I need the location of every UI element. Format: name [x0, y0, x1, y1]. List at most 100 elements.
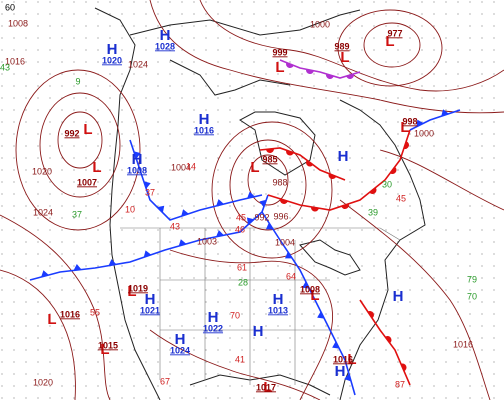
low-pressure: 1017	[256, 382, 276, 392]
station-dewpoint: 9	[75, 76, 80, 86]
isobar-label: 1000	[310, 19, 330, 29]
labels: 60H1028H1020H1016H1008H1021H1013H1022H10…	[0, 2, 477, 396]
front-symbol	[143, 250, 152, 258]
station-temperature: 45	[396, 193, 406, 203]
station-temperature: 41	[235, 354, 245, 364]
isobar-label: 996	[273, 211, 288, 221]
low-letter: L	[385, 33, 394, 50]
front-symbol	[341, 203, 349, 210]
front-symbol	[266, 148, 274, 153]
low-letter: L	[275, 59, 284, 76]
high-pressure: 1024	[170, 345, 190, 355]
front-symbol	[216, 230, 224, 237]
low-pressure: 999	[272, 47, 287, 57]
front-symbol	[41, 270, 49, 278]
front-symbol	[157, 205, 165, 213]
front-symbol	[178, 239, 187, 247]
low-letter: L	[83, 121, 92, 138]
corner-label: 60	[5, 2, 15, 12]
front-symbol	[181, 209, 189, 217]
station-temperature: 46	[235, 224, 245, 234]
isobar-label: 988	[272, 177, 287, 187]
cold-front	[29, 194, 269, 281]
front-symbol	[265, 222, 274, 230]
station-temperature: 37	[145, 187, 155, 197]
low-letter: L	[92, 159, 101, 176]
front-symbol	[306, 69, 314, 75]
front-symbol	[344, 373, 352, 382]
low-letter: L	[400, 119, 409, 136]
front-symbol	[369, 187, 377, 194]
low-letter: L	[127, 283, 136, 300]
isobar-label: 1016	[5, 56, 25, 66]
station-temperature: 10	[125, 204, 135, 214]
station-dewpoint: 28	[238, 277, 248, 287]
station-temperature: 45	[236, 212, 246, 222]
isobar-label: 992	[254, 212, 269, 222]
station-dewpoint: 79	[467, 274, 477, 284]
high-letter: H	[273, 291, 284, 308]
isobar-label: 1024	[33, 207, 53, 217]
high-pressure: 1028	[155, 41, 175, 51]
station-dewpoint: 30	[382, 179, 392, 189]
high-letter: H	[393, 288, 404, 305]
low-pressure: 1019	[128, 283, 148, 293]
front-symbol	[317, 311, 325, 319]
front-symbol	[328, 173, 337, 179]
front-symbol	[286, 150, 294, 156]
low-pressure: 1016	[60, 309, 80, 319]
front-symbol	[280, 198, 288, 204]
front-symbol	[216, 199, 224, 206]
front-symbol	[246, 217, 254, 225]
isobar-label: 1004	[171, 162, 191, 172]
front-symbol	[247, 191, 255, 199]
station-dewpoint: 37	[72, 209, 82, 219]
high-pressure: 1020	[102, 55, 122, 65]
station-dewpoint: 70	[467, 291, 477, 301]
isobar-label: 1000	[414, 128, 434, 138]
front-symbol	[385, 336, 392, 344]
low-pressure: 989	[334, 41, 349, 51]
front-symbol	[133, 151, 141, 159]
low-pressure: 1016	[333, 354, 353, 364]
isobar-label: 1020	[33, 377, 53, 387]
high-letter: H	[175, 331, 186, 348]
low-letter: L	[100, 341, 109, 358]
station-temperature: 14	[186, 161, 196, 171]
front-symbol	[286, 62, 294, 68]
high-letter: H	[253, 323, 264, 340]
high-pressure: 1013	[268, 305, 288, 315]
low-pressure: 977	[387, 28, 402, 38]
front-symbol	[302, 281, 310, 289]
high-letter: H	[160, 27, 171, 44]
front-symbol	[403, 141, 409, 149]
front-symbol	[390, 166, 397, 174]
low-letter: L	[263, 379, 272, 396]
low-pressure: 1008	[300, 284, 320, 294]
cold-front	[261, 211, 356, 396]
front-symbol	[416, 119, 424, 127]
high-letter: H	[145, 291, 156, 308]
station-temperature: 43	[170, 221, 180, 231]
station-temperature: 64	[286, 271, 296, 281]
isobar-label: 1016	[453, 339, 473, 349]
front-symbol	[346, 73, 354, 79]
high-pressure: 1022	[203, 323, 223, 333]
front-symbol	[306, 160, 314, 167]
coastlines	[94, 7, 426, 400]
low-letter: L	[340, 49, 349, 66]
front-symbol	[143, 181, 151, 189]
warm-front	[267, 129, 411, 211]
low-letter: L	[250, 159, 259, 176]
front-symbol	[400, 363, 407, 372]
low-pressure: 985	[262, 154, 277, 164]
high-letter: H	[338, 148, 349, 165]
borders	[120, 227, 401, 385]
isobar-label: 1020	[32, 166, 52, 176]
low-letter: L	[310, 287, 319, 304]
low-pressure: 1007	[77, 177, 97, 187]
front-symbol	[311, 206, 319, 212]
